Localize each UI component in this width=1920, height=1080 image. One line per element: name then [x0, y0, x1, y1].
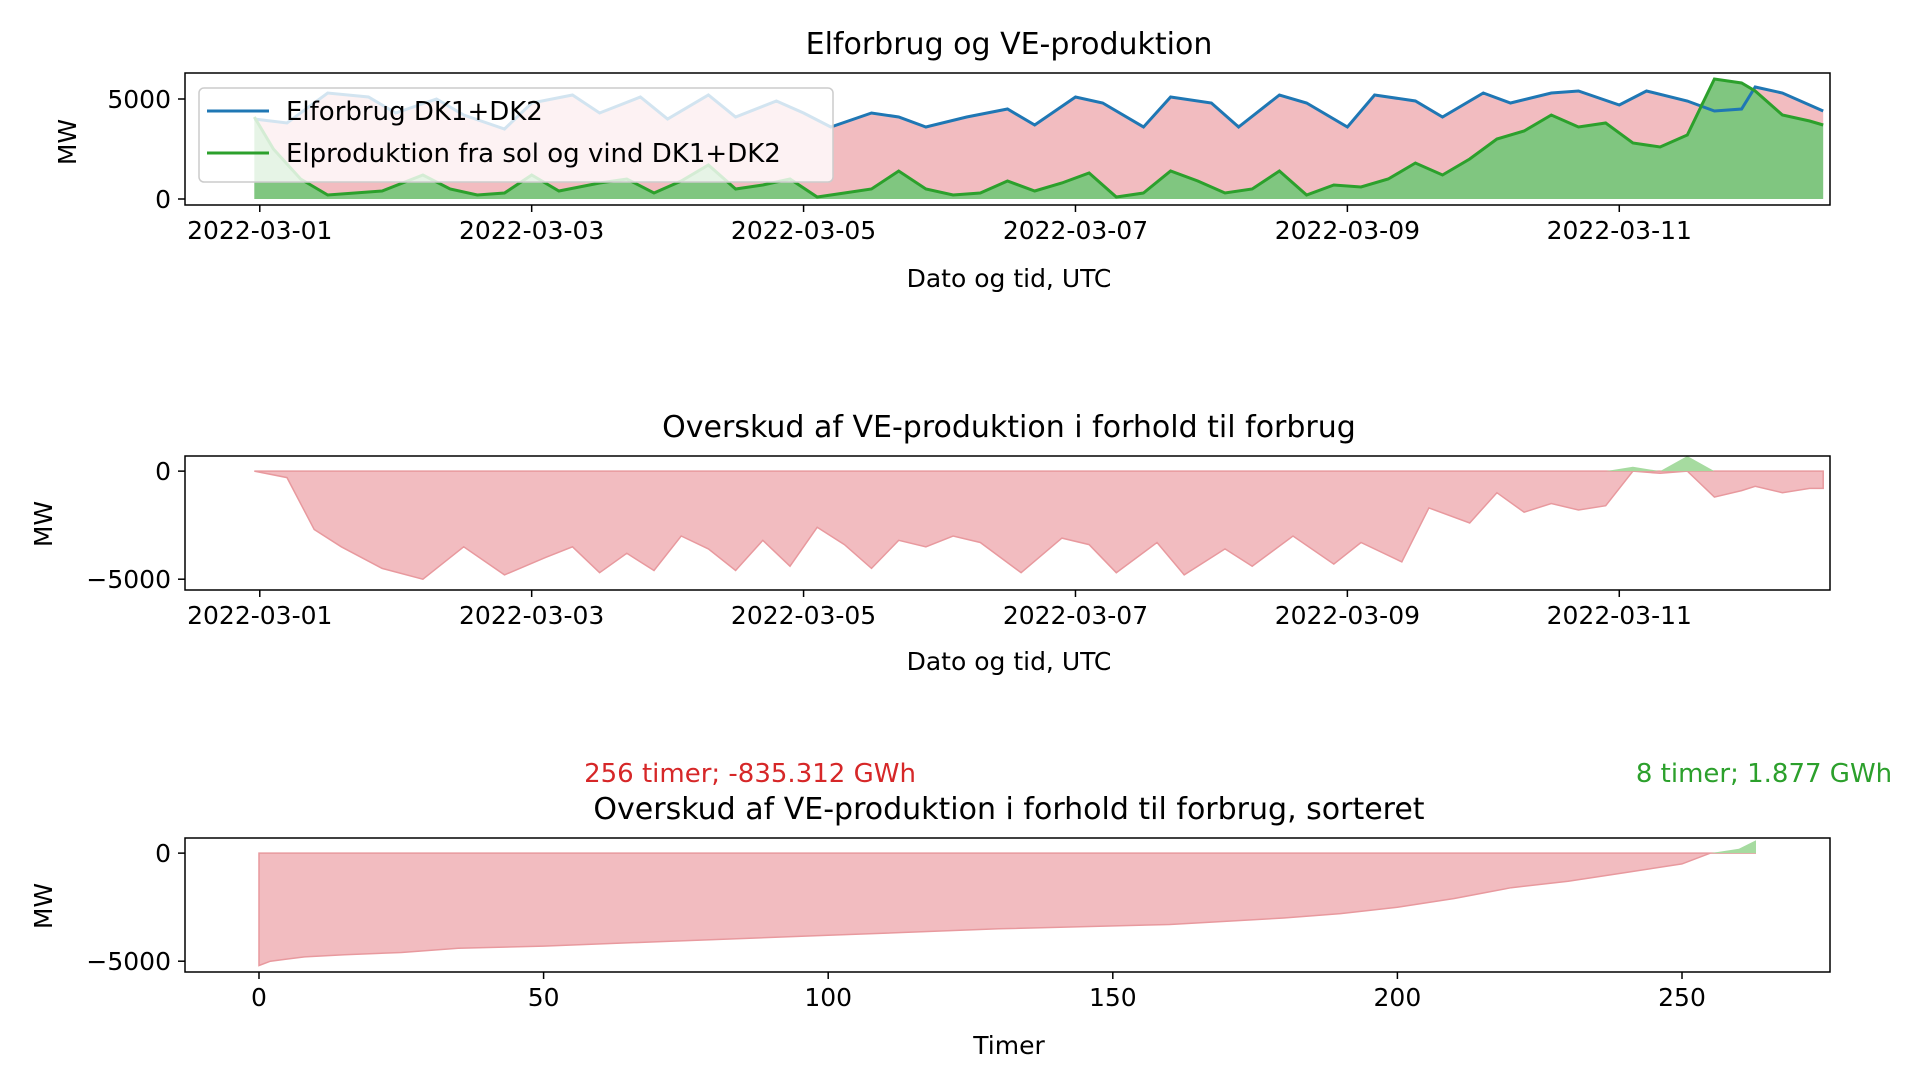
- panel2-title: Overskud af VE-produktion i forhold til …: [662, 410, 1356, 445]
- panel3-x-tick-label: 200: [1374, 983, 1422, 1012]
- panel-surplus-sorted: 256 timer; -835.312 GWh 8 timer; 1.877 G…: [29, 759, 1892, 1060]
- panel3-x-tick-label: 150: [1089, 983, 1137, 1012]
- panel3-x-label: Timer: [972, 1031, 1045, 1060]
- legend-box: [198, 87, 834, 183]
- panel3-y-tick-label: 0: [155, 839, 171, 868]
- panel1-y-tick-label: 0: [155, 185, 171, 214]
- surplus-positive-area: [254, 456, 1824, 472]
- panel1-x-tick-label: 2022-03-05: [731, 216, 876, 245]
- panel2-y-label: MW: [29, 501, 58, 547]
- panel2-x-tick-label: 2022-03-05: [731, 601, 876, 630]
- sorted-deficit-area: [258, 852, 1756, 967]
- panel1-x-tick-label: 2022-03-11: [1547, 216, 1692, 245]
- panel3-x-tick-label: 50: [528, 983, 560, 1012]
- panel2-x-label: Dato og tid, UTC: [907, 647, 1112, 676]
- panel2-axes-frame: [184, 455, 1831, 591]
- panel2-x-tick-label: 2022-03-07: [1003, 601, 1148, 630]
- panel3-y-label: MW: [29, 883, 58, 929]
- panel1-x-tick-label: 2022-03-07: [1003, 216, 1148, 245]
- panel3-x-ticks: 0 50 100 150 200 250: [251, 972, 1706, 1012]
- panel2-x-tick-label: 2022-03-03: [459, 601, 604, 630]
- panel1-x-tick-label: 2022-03-09: [1275, 216, 1420, 245]
- panel1-y-tick-label: 5000: [107, 85, 171, 114]
- panel1-x-tick-label: 2022-03-01: [187, 216, 332, 245]
- sorted-surplus-area: [259, 840, 1756, 854]
- panel2-x-tick-label: 2022-03-01: [187, 601, 332, 630]
- panel1-x-tick-label: 2022-03-03: [459, 216, 604, 245]
- panel3-areas: [258, 840, 1756, 967]
- panel2-x-tick-label: 2022-03-09: [1275, 601, 1420, 630]
- panel2-areas: [254, 456, 1824, 581]
- panel3-title: Overskud af VE-produktion i forhold til …: [593, 792, 1424, 827]
- panel3-axes-frame: [184, 837, 1831, 973]
- annotation-deficit: 256 timer; -835.312 GWh: [584, 759, 916, 789]
- panel2-y-tick-label: −5000: [86, 565, 171, 594]
- surplus-deficit-area: [254, 470, 1824, 581]
- panel1-title: Elforbrug og VE-produktion: [806, 27, 1213, 62]
- legend-production-label: Elproduktion fra sol og vind DK1+DK2: [286, 139, 781, 169]
- production-area: [254, 79, 1824, 199]
- panel1-axes-frame: [184, 72, 1831, 206]
- panel3-x-tick-label: 250: [1658, 983, 1706, 1012]
- panel1-y-ticks: 0 5000: [107, 85, 185, 214]
- panel3-y-tick-label: −5000: [86, 947, 171, 976]
- panel3-y-ticks: −5000 0: [86, 839, 185, 976]
- panel-surplus: Overskud af VE-produktion i forhold til …: [29, 410, 1831, 676]
- panel2-y-ticks: −5000 0: [86, 457, 185, 594]
- panel1-y-label: MW: [53, 119, 82, 165]
- panel2-y-tick-label: 0: [155, 457, 171, 486]
- panel1-x-ticks: 2022-03-01 2022-03-03 2022-03-05 2022-03-07…: [187, 205, 1692, 245]
- panel3-x-tick-label: 0: [251, 983, 267, 1012]
- annotation-surplus: 8 timer; 1.877 GWh: [1636, 759, 1892, 789]
- panel3-x-tick-label: 100: [804, 983, 852, 1012]
- panel1-x-label: Dato og tid, UTC: [907, 264, 1112, 293]
- panel2-x-ticks: 2022-03-01 2022-03-03 2022-03-05 2022-03-07…: [187, 590, 1692, 630]
- legend: Elforbrug DK1+DK2 Elproduktion fra sol o…: [198, 87, 834, 183]
- panel-consumption-production: Elforbrug og VE-produktion 2022-03-01 202…: [53, 27, 1831, 293]
- legend-consumption-label: Elforbrug DK1+DK2: [286, 97, 543, 127]
- panel2-x-tick-label: 2022-03-11: [1547, 601, 1692, 630]
